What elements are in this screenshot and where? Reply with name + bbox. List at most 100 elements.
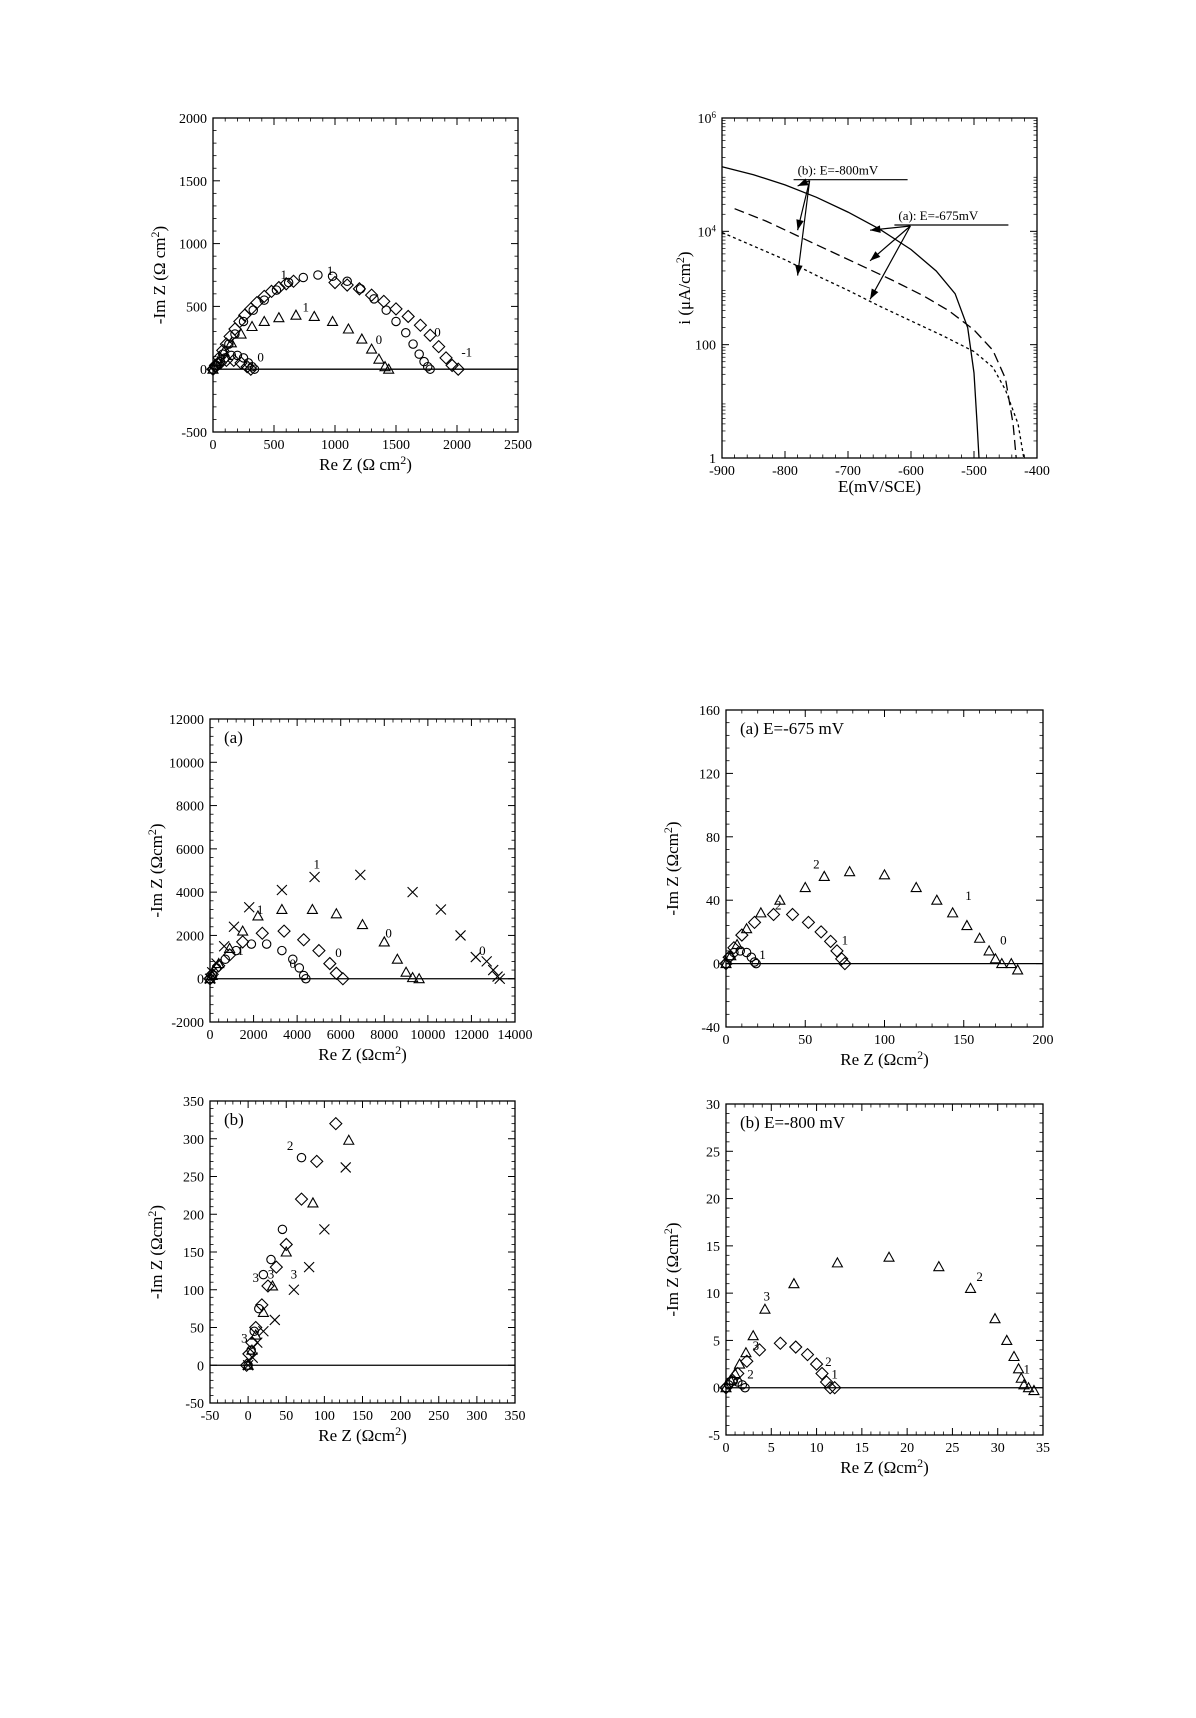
arrow	[797, 180, 811, 276]
circle-marker	[721, 1382, 731, 1393]
y-tick-label: 120	[699, 767, 720, 782]
curve-label: 1	[965, 888, 972, 903]
plot-frame	[212, 117, 519, 433]
diamond-marker	[800, 1347, 815, 1362]
cross-marker	[309, 871, 320, 883]
diamond-marker	[445, 358, 459, 373]
triangle-marker	[740, 922, 753, 934]
diamond-marker	[735, 928, 749, 942]
x-tick-label: 0	[245, 1409, 252, 1424]
y-tick-label: 500	[186, 300, 207, 315]
series-1	[734, 208, 1017, 459]
triangle-marker	[382, 363, 395, 374]
plot-frame	[725, 1103, 1044, 1436]
curve-label: 0	[335, 945, 342, 960]
circle-marker	[277, 945, 287, 956]
y-tick-label: 2000	[179, 112, 207, 127]
cross-marker	[340, 1162, 352, 1173]
circle-marker	[740, 1382, 750, 1393]
circle-marker	[381, 305, 391, 315]
x-axis-label: Re Z (Ωcm2)	[318, 1043, 407, 1064]
curve-label: 2	[813, 857, 820, 872]
curve-label: 1	[257, 902, 264, 917]
diamond-marker	[773, 1336, 788, 1351]
diamond-marker	[823, 1380, 837, 1395]
y-tick-label: 30	[706, 1098, 720, 1113]
x-tick-label: 100	[874, 1033, 895, 1048]
circle-marker	[422, 361, 433, 372]
diamond-marker	[834, 952, 849, 966]
circle-marker	[259, 295, 269, 305]
y-tick-label: 20	[706, 1193, 720, 1208]
diamond-marker	[352, 282, 367, 296]
triangle-marker	[249, 1328, 262, 1340]
triangle-marker	[910, 881, 923, 893]
diamond-marker	[377, 294, 391, 309]
diamond-marker	[272, 280, 286, 295]
triangle-marker	[747, 1329, 760, 1341]
diamond-marker	[233, 314, 247, 329]
panel-label: (a)	[224, 728, 243, 747]
curve-label: 0	[479, 943, 486, 958]
diamond-marker	[294, 1192, 309, 1206]
diamond-marker	[809, 1357, 824, 1371]
circle-marker	[207, 969, 217, 980]
circle-marker	[414, 349, 424, 359]
circle-marker	[751, 958, 761, 969]
y-tick-label: 5	[713, 1334, 720, 1349]
curve-label: 3	[764, 1289, 771, 1304]
circle-marker	[248, 305, 259, 315]
triangle-marker	[400, 966, 413, 977]
curve-label: 3	[753, 1338, 760, 1353]
x-tick-label: 30	[991, 1441, 1005, 1456]
circle-marker	[327, 271, 338, 282]
triangle-marker	[759, 1303, 771, 1314]
chart-c1: 0 500 1000 1500 2000 2500-5000500100015002000…	[148, 112, 532, 474]
cross-marker	[455, 930, 466, 941]
cross-marker	[435, 904, 447, 915]
cross-marker	[487, 964, 499, 976]
x-axis-label: Re Z (Ωcm2)	[840, 1456, 929, 1477]
y-axis-label: -Im Z (Ωcm2)	[145, 1205, 166, 1299]
x-tick-label: -800	[772, 464, 798, 479]
circle-marker	[741, 947, 752, 958]
x-tick-label: 15	[855, 1441, 869, 1456]
circle-marker	[230, 329, 240, 339]
series-1	[243, 1152, 307, 1371]
diamond-marker	[279, 277, 293, 291]
circle-marker	[401, 328, 411, 338]
diamond-marker	[801, 915, 816, 930]
x-tick-label: 12000	[454, 1028, 489, 1043]
triangle-marker	[983, 944, 996, 956]
triangle-marker	[799, 881, 812, 893]
y-tick-label: 104	[698, 223, 717, 240]
circle-marker	[211, 963, 222, 973]
panel-label: (b)	[224, 1110, 244, 1129]
diamond-marker	[264, 284, 279, 299]
diamond-marker	[364, 288, 379, 302]
x-tick-label: 0	[210, 438, 217, 453]
diamond-marker	[213, 356, 228, 370]
y-tick-label: 106	[698, 110, 717, 127]
circle-marker	[749, 957, 760, 967]
diamond-marker	[261, 1279, 275, 1293]
diamond-marker	[286, 274, 301, 289]
y-tick-label: 0	[200, 363, 207, 378]
plot-frame	[209, 718, 516, 1023]
circle-marker	[238, 353, 249, 363]
curve-label: 1	[327, 263, 334, 278]
y-tick-label: 100	[183, 1284, 204, 1299]
circle-marker	[355, 284, 366, 294]
curve-label: 0	[434, 325, 441, 340]
triangle-marker	[306, 903, 319, 915]
y-tick-label: 8000	[176, 800, 204, 815]
triangle-marker	[342, 322, 355, 334]
diamond-marker	[819, 1375, 834, 1389]
x-tick-label: 0	[723, 1033, 730, 1048]
x-axis-label: Re Z (Ωcm2)	[840, 1048, 929, 1069]
triangle-marker	[372, 353, 385, 364]
cross-marker	[243, 901, 255, 913]
panel-label: (a) E=-675 mV	[740, 719, 845, 738]
diamond-marker	[269, 1260, 284, 1274]
y-tick-label: -2000	[171, 1016, 204, 1031]
